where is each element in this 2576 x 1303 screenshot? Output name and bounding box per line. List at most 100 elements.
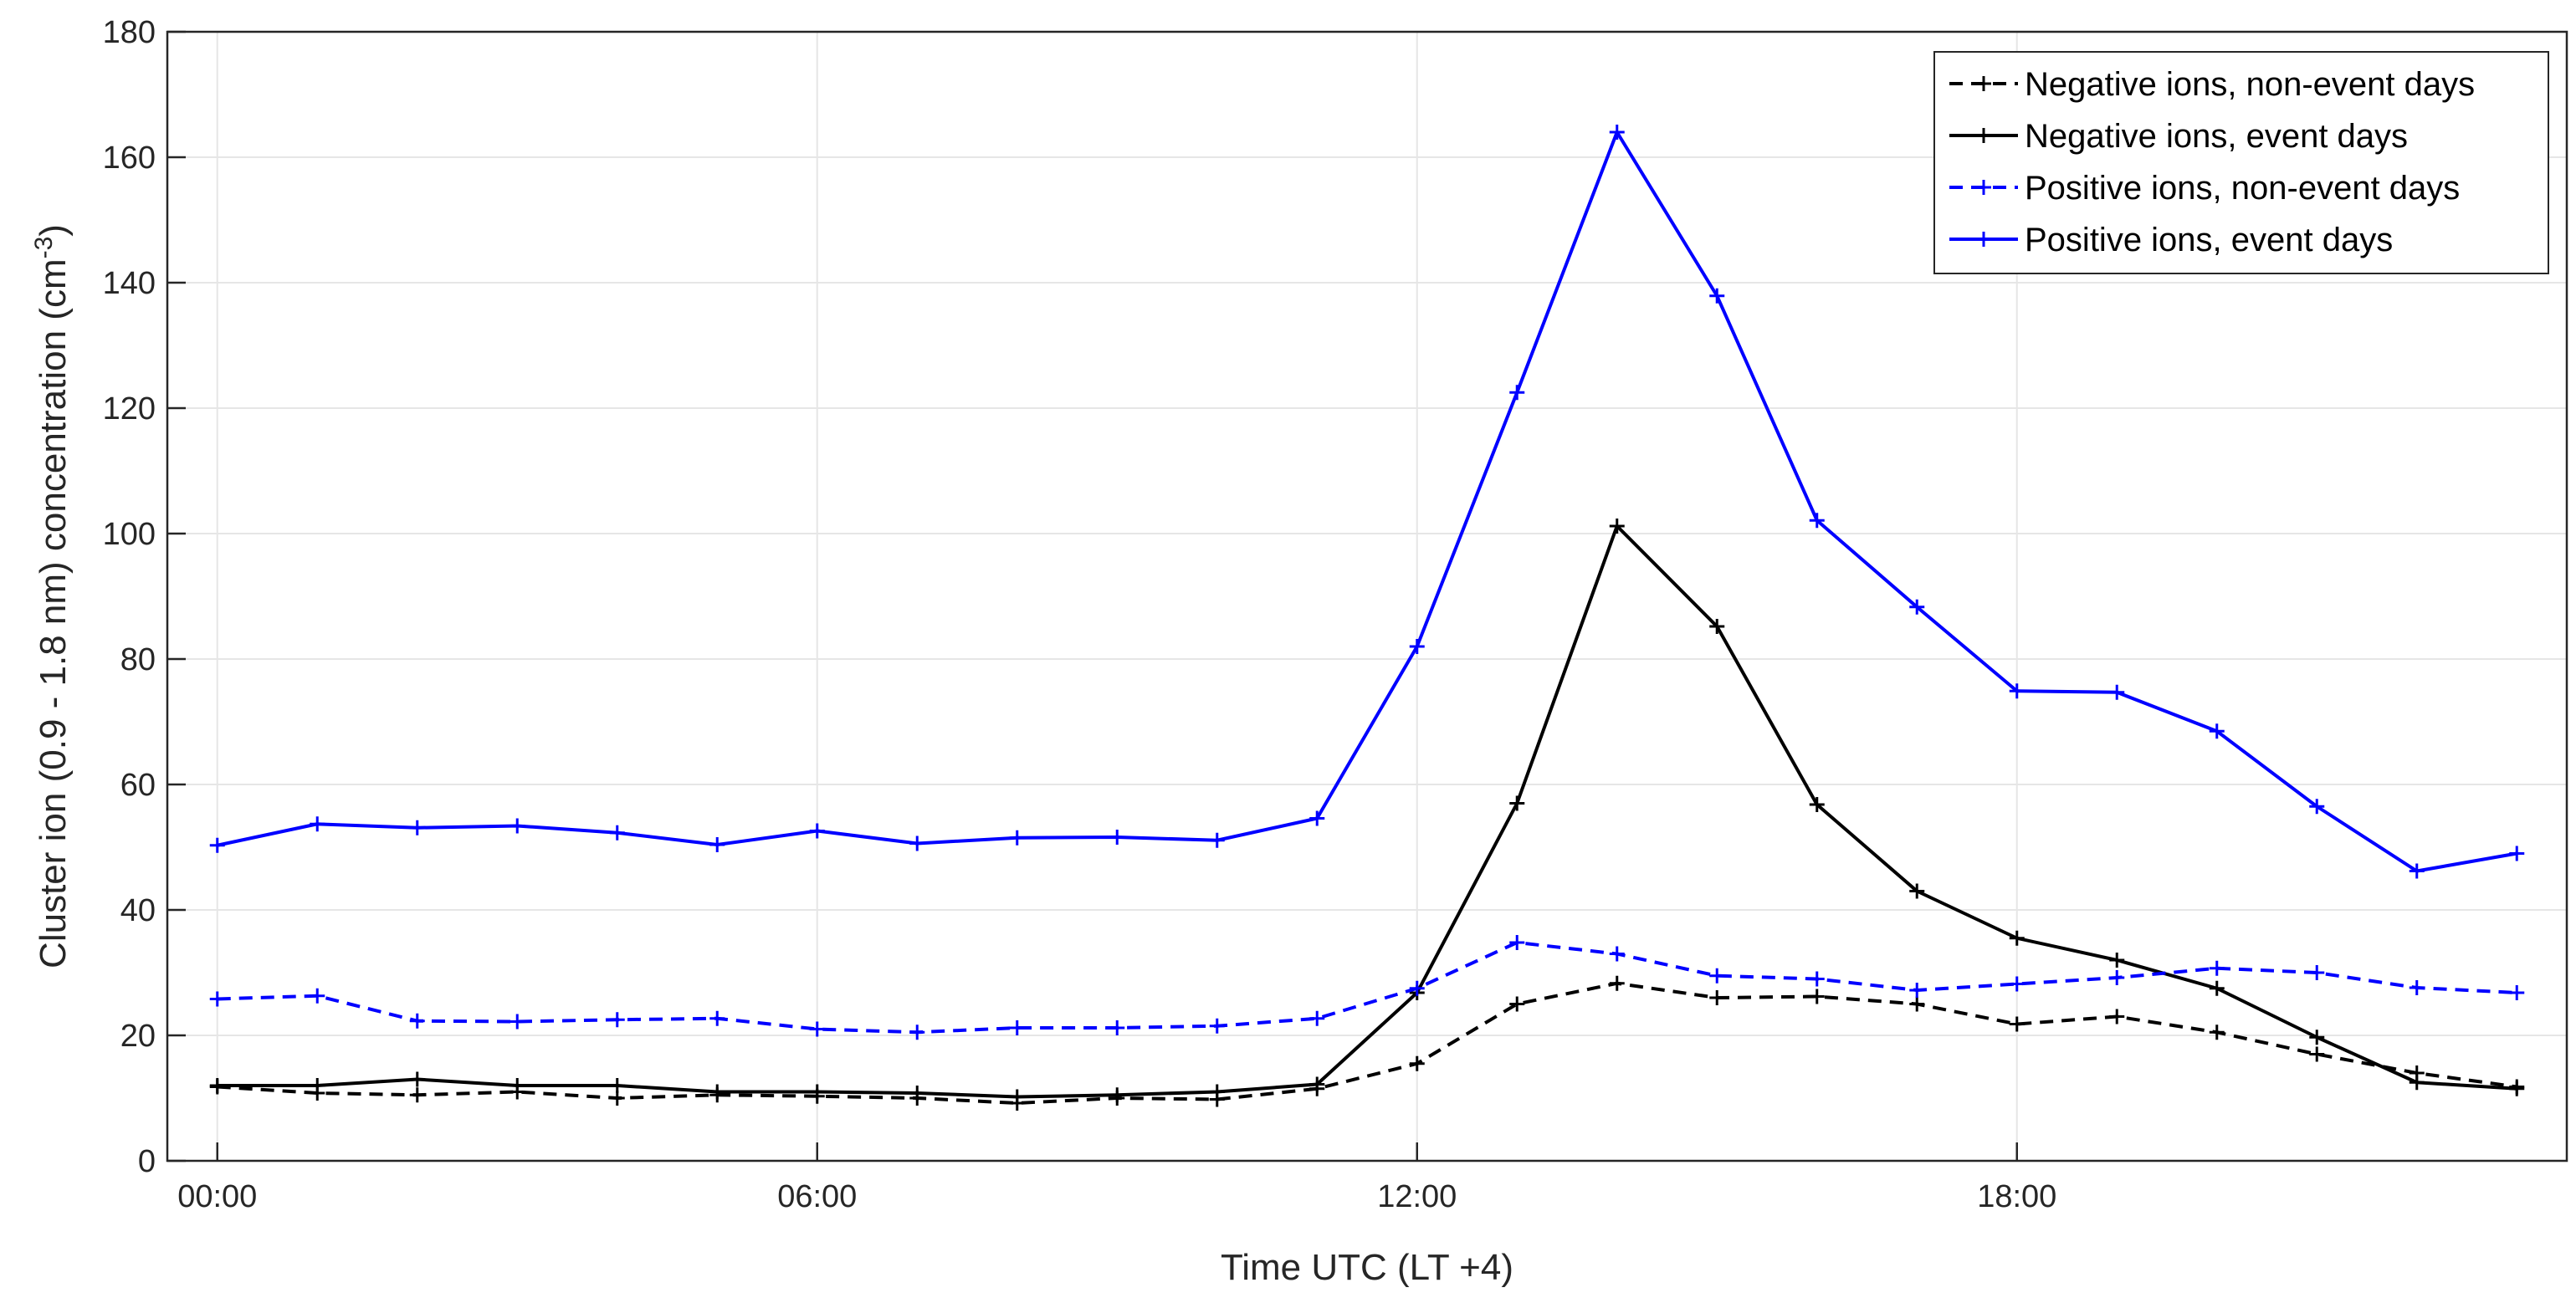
legend-box	[1933, 51, 2549, 274]
data-point-marker	[310, 1078, 325, 1093]
data-point-marker	[609, 1078, 625, 1093]
data-point-marker	[1909, 883, 1925, 899]
grid-lines	[167, 31, 2567, 1162]
data-point-marker	[2409, 1075, 2425, 1091]
data-point-marker	[1709, 968, 1725, 984]
data-point-marker	[909, 1025, 925, 1040]
data-point-marker	[2209, 723, 2225, 739]
y-axis: 0 20 40 60 80 100 120 140 160 180	[103, 15, 186, 1179]
data-point-marker	[1809, 989, 1825, 1004]
y-tick-label: 140	[103, 266, 156, 301]
data-point-marker	[1809, 797, 1825, 812]
series-line	[217, 524, 2517, 1099]
x-tick-label: 00:00	[177, 1179, 257, 1214]
data-point-marker	[1409, 639, 1425, 654]
data-point-marker	[1909, 983, 1925, 998]
data-point-marker	[1809, 971, 1825, 987]
data-point-marker	[510, 1078, 525, 1093]
data-point-marker	[2509, 1081, 2525, 1096]
y-tick-label: 120	[103, 391, 156, 427]
data-point-marker	[2409, 863, 2425, 879]
data-point-marker	[2009, 683, 2025, 699]
data-point-marker	[1109, 1020, 1125, 1035]
legend-marker	[1976, 128, 1991, 143]
legend-marker	[1976, 76, 1991, 91]
data-point-marker	[2109, 684, 2125, 700]
data-point-marker	[1609, 975, 1625, 991]
data-point-marker	[2009, 976, 2025, 992]
data-point-marker	[1009, 1089, 1025, 1105]
data-point-marker	[2209, 960, 2225, 976]
data-point-marker	[1509, 385, 1525, 401]
data-point-marker	[1209, 832, 1225, 848]
legend-marker	[1976, 232, 1991, 247]
data-point-marker	[1609, 519, 1625, 534]
series-line	[217, 941, 2517, 1035]
data-point-marker	[2109, 953, 2125, 968]
data-point-marker	[310, 988, 325, 1004]
data-point-marker	[2309, 1046, 2325, 1062]
y-axis-title-superscript: -3	[30, 237, 58, 259]
data-point-marker	[909, 835, 925, 851]
data-point-marker	[1709, 288, 1725, 304]
data-point-marker	[510, 1014, 525, 1030]
data-point-marker	[2009, 930, 2025, 946]
x-tick-label: 06:00	[777, 1179, 857, 1214]
data-point-marker	[1509, 996, 1525, 1012]
data-point-marker	[1009, 830, 1025, 846]
data-point-marker	[709, 837, 725, 852]
legend-label: Positive ions, event days	[2025, 222, 2393, 258]
data-point-marker	[809, 1084, 825, 1100]
y-tick-label: 40	[120, 893, 156, 928]
data-point-marker	[1609, 125, 1625, 140]
data-point-marker	[609, 1012, 625, 1028]
y-tick-label: 180	[103, 15, 156, 50]
y-tick-label: 100	[103, 517, 156, 552]
legend-label: Positive ions, non-event days	[2025, 170, 2460, 207]
y-tick-label: 80	[120, 642, 156, 677]
data-point-marker	[809, 1021, 825, 1037]
data-point-marker	[709, 1010, 725, 1026]
data-point-marker	[2309, 965, 2325, 980]
data-point-marker	[1309, 1010, 1325, 1026]
series-line	[217, 981, 2517, 1105]
data-point-marker	[409, 1071, 425, 1087]
legend-label: Negative ions, non-event days	[2025, 66, 2475, 103]
legend-marker	[1976, 180, 1991, 195]
data-point-marker	[510, 818, 525, 834]
series-3	[209, 125, 2525, 879]
legend-label: Negative ions, event days	[2025, 118, 2408, 155]
x-tick-label: 12:00	[1377, 1179, 1457, 1214]
data-point-marker	[409, 1087, 425, 1103]
data-point-marker	[2309, 799, 2325, 815]
series-0	[209, 975, 2525, 1111]
y-axis-title-close: )	[33, 224, 74, 237]
data-point-marker	[1409, 980, 1425, 996]
data-point-marker	[1709, 619, 1725, 634]
data-point-marker	[2509, 985, 2525, 1000]
data-point-marker	[2109, 970, 2125, 985]
series-line	[217, 130, 2517, 873]
y-tick-label: 160	[103, 141, 156, 176]
data-point-marker	[1109, 1087, 1125, 1103]
data-point-marker	[809, 823, 825, 839]
data-point-marker	[1309, 810, 1325, 826]
data-point-marker	[1509, 935, 1525, 950]
plot-area-frame	[166, 30, 2568, 1162]
data-point-marker	[2209, 1025, 2225, 1040]
legend: Negative ions, non-event days Negative io…	[1933, 51, 2549, 274]
data-point-marker	[709, 1084, 725, 1100]
y-tick-label: 60	[120, 768, 156, 803]
data-point-marker	[609, 825, 625, 841]
data-point-marker	[1609, 946, 1625, 962]
data-point-marker	[1809, 513, 1825, 529]
data-point-marker	[209, 837, 225, 853]
data-point-marker	[2309, 1030, 2325, 1045]
data-point-marker	[209, 1078, 225, 1093]
data-point-marker	[1009, 1020, 1025, 1035]
data-point-marker	[209, 991, 225, 1007]
data-point-marker	[1909, 996, 1925, 1012]
series-2	[209, 935, 2525, 1040]
data-point-marker	[2109, 1009, 2125, 1025]
